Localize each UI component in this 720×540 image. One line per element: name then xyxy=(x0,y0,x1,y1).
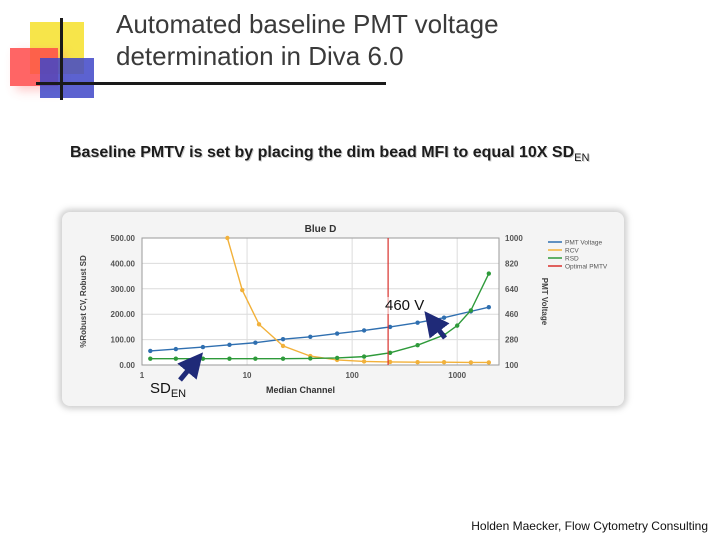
annotation-sd-label: SDEN xyxy=(150,380,186,400)
subtitle-subscript: EN xyxy=(574,152,590,165)
data-point-rsd xyxy=(227,356,232,361)
y-axis-label-left: %Robust CV, Robust SD xyxy=(79,255,88,348)
y-tick-label-left: 100.00 xyxy=(111,336,136,345)
data-point-rsd xyxy=(334,355,340,361)
data-point-rcv xyxy=(225,235,230,241)
data-point-rsd xyxy=(200,356,206,361)
data-point-rsd xyxy=(361,354,367,359)
data-point-rcv xyxy=(387,359,393,365)
data-point-rcv xyxy=(441,360,447,365)
data-point-rcv xyxy=(361,359,367,364)
data-point-pmt-voltage xyxy=(415,320,420,325)
data-point-rcv xyxy=(468,360,474,365)
y-axis-label-right: PMT Voltage xyxy=(540,278,549,326)
data-point-pmt-voltage xyxy=(280,336,286,342)
y-tick-label-left: 500.00 xyxy=(111,234,136,243)
legend-label: PMT Voltage xyxy=(565,240,602,247)
y-tick-label-left: 0.00 xyxy=(119,361,135,370)
slide-subtitle: Baseline PMTV is set by placing the dim … xyxy=(70,144,589,164)
y-tick-label-right: 100 xyxy=(505,361,519,370)
data-point-rcv xyxy=(415,360,420,365)
y-tick-label-right: 280 xyxy=(505,336,519,345)
data-point-rcv xyxy=(486,360,492,365)
data-point-pmt-voltage xyxy=(387,324,393,330)
y-tick-label-right: 820 xyxy=(505,259,519,268)
data-point-rsd xyxy=(148,356,153,361)
annotation-voltage-label: 460 V xyxy=(384,297,426,314)
plot-border xyxy=(141,237,500,366)
y-tick-label-right: 1000 xyxy=(505,234,523,243)
series-line-rcv xyxy=(226,237,489,364)
data-point-pmt-voltage xyxy=(200,344,206,350)
data-point-rcv xyxy=(280,343,286,349)
data-point-rsd xyxy=(253,356,258,361)
decor-horizontal-line xyxy=(36,82,386,85)
legend-label: RCV xyxy=(565,248,579,255)
legend-label: RSD xyxy=(565,256,579,263)
chart-frame: 0.00 100.00 200.00 300.00 400.00 500.00 100 280… xyxy=(62,212,624,406)
data-point-pmt-voltage xyxy=(486,304,492,310)
data-point-pmt-voltage xyxy=(308,334,313,339)
annotation-sd-text: SD xyxy=(150,380,171,397)
x-tick-label: 10 xyxy=(243,371,252,380)
data-point-pmt-voltage xyxy=(361,328,367,333)
y-tick-label-left: 400.00 xyxy=(111,259,136,268)
data-point-rsd xyxy=(173,356,179,361)
subtitle-text: Baseline PMTV is set by placing the dim … xyxy=(70,144,575,161)
legend-label: Optimal PMTV xyxy=(565,264,608,271)
slide-title: Automated baseline PMT voltage determina… xyxy=(116,9,499,71)
data-point-rcv xyxy=(256,322,262,327)
data-point-rsd xyxy=(308,356,313,361)
x-tick-label: 100 xyxy=(345,371,359,380)
y-tick-label-right: 640 xyxy=(505,285,519,294)
data-point-rsd xyxy=(441,332,447,338)
data-point-rsd xyxy=(415,342,420,348)
data-point-rsd xyxy=(468,308,474,313)
y-tick-label-left: 300.00 xyxy=(111,285,136,294)
y-tick-label-right: 460 xyxy=(505,310,519,319)
data-point-pmt-voltage xyxy=(173,346,179,352)
data-point-rsd xyxy=(280,356,286,361)
data-point-rsd xyxy=(454,323,460,328)
chart-title: Blue D xyxy=(305,224,337,235)
data-point-pmt-voltage xyxy=(227,342,232,348)
annotation-sd-subscript: EN xyxy=(170,388,187,400)
data-point-rsd xyxy=(486,271,492,276)
chart: 0.00 100.00 200.00 300.00 400.00 500.00 100 280… xyxy=(79,224,608,395)
x-axis-label: Median Channel xyxy=(266,385,335,395)
data-point-pmt-voltage xyxy=(148,348,153,354)
x-tick-label: 1000 xyxy=(448,371,466,380)
decor-blue-square xyxy=(40,58,94,98)
data-point-pmt-voltage xyxy=(441,315,447,320)
data-point-pmt-voltage xyxy=(334,331,340,336)
data-point-rsd xyxy=(387,350,393,356)
y-tick-label-left: 200.00 xyxy=(111,310,136,319)
plot-area xyxy=(142,238,499,365)
data-point-pmt-voltage xyxy=(253,340,258,345)
data-point-rcv xyxy=(240,287,245,293)
slide-footer: Holden Maecker, Flow Cytometry Consultin… xyxy=(471,519,708,533)
x-tick-label: 1 xyxy=(140,371,145,380)
decor-vertical-line xyxy=(60,18,63,100)
